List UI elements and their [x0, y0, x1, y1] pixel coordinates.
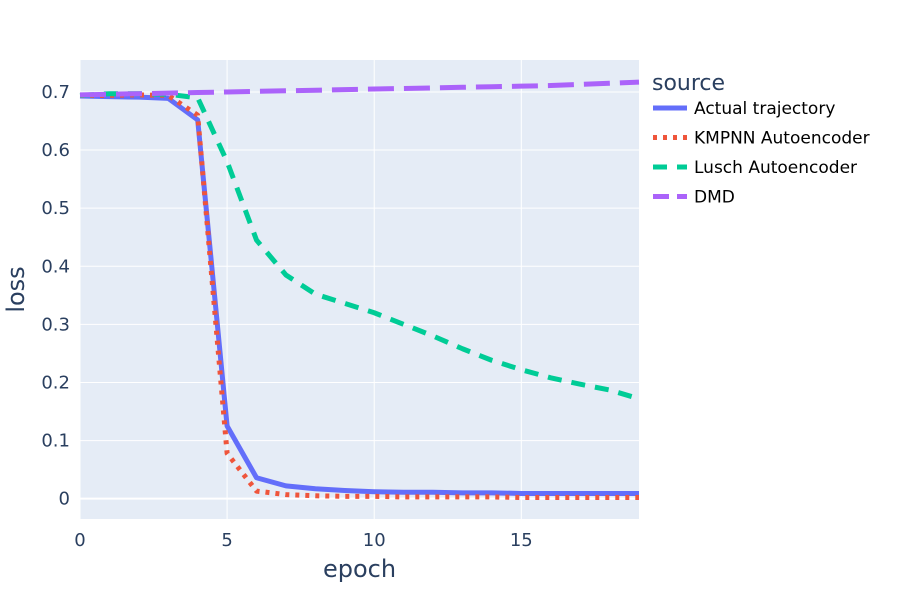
x-tick-label: 0: [74, 530, 85, 551]
y-tick-label: 0.7: [41, 82, 70, 103]
y-tick-label: 0.5: [41, 198, 70, 219]
legend-label: Actual trajectory: [694, 99, 835, 119]
y-tick-label: 0.2: [41, 372, 70, 393]
y-tick-label: 0.1: [41, 431, 70, 452]
y-tick-label: 0: [59, 489, 70, 510]
y-tick-label: 0.6: [41, 140, 70, 161]
series-line-dmd: [79, 79, 640, 98]
series-line-actual-trajectory: [79, 93, 639, 496]
y-axis-title: loss: [2, 266, 30, 312]
legend-label: Lusch Autoencoder: [694, 158, 857, 178]
y-tick-label: 0.3: [41, 314, 70, 335]
x-tick-label: 5: [221, 530, 232, 551]
plot-background: [80, 60, 639, 519]
series-line-kmpnn-autoencoder: [80, 92, 639, 500]
y-axis-ticks: 0 0.1 0.2 0.3 0.4 0.5 0.6 0.7: [41, 82, 70, 510]
legend: source Actual trajectory KMPNN Autoencode…: [652, 71, 870, 208]
legend-title: source: [652, 71, 725, 96]
x-tick-label: 15: [510, 530, 533, 551]
legend-label: KMPNN Autoencoder: [694, 129, 870, 149]
x-axis-ticks: 0 5 10 15: [74, 530, 532, 551]
series-lines: [79, 79, 640, 500]
x-tick-label: 10: [363, 530, 386, 551]
legend-label: DMD: [694, 188, 735, 208]
y-tick-label: 0.4: [41, 256, 70, 277]
x-axis-title: epoch: [323, 555, 396, 583]
